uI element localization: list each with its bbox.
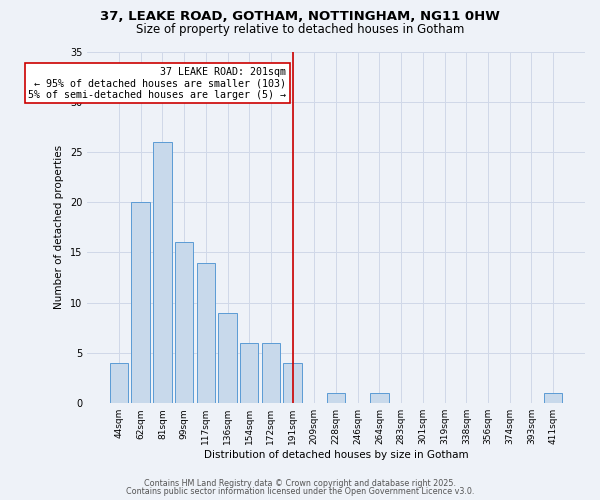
Y-axis label: Number of detached properties: Number of detached properties <box>54 146 64 310</box>
Bar <box>110 363 128 403</box>
Text: 37 LEAKE ROAD: 201sqm
← 95% of detached houses are smaller (103)
5% of semi-deta: 37 LEAKE ROAD: 201sqm ← 95% of detached … <box>28 66 286 100</box>
Bar <box>197 262 215 403</box>
Bar <box>544 393 562 403</box>
Bar <box>262 343 280 403</box>
Bar <box>131 202 150 403</box>
Text: Contains public sector information licensed under the Open Government Licence v3: Contains public sector information licen… <box>126 487 474 496</box>
Bar <box>175 242 193 403</box>
Bar <box>370 393 389 403</box>
X-axis label: Distribution of detached houses by size in Gotham: Distribution of detached houses by size … <box>204 450 469 460</box>
Bar <box>327 393 345 403</box>
Text: Contains HM Land Registry data © Crown copyright and database right 2025.: Contains HM Land Registry data © Crown c… <box>144 478 456 488</box>
Bar <box>218 313 237 403</box>
Text: 37, LEAKE ROAD, GOTHAM, NOTTINGHAM, NG11 0HW: 37, LEAKE ROAD, GOTHAM, NOTTINGHAM, NG11… <box>100 10 500 23</box>
Text: Size of property relative to detached houses in Gotham: Size of property relative to detached ho… <box>136 22 464 36</box>
Bar <box>240 343 259 403</box>
Bar <box>283 363 302 403</box>
Bar <box>153 142 172 403</box>
